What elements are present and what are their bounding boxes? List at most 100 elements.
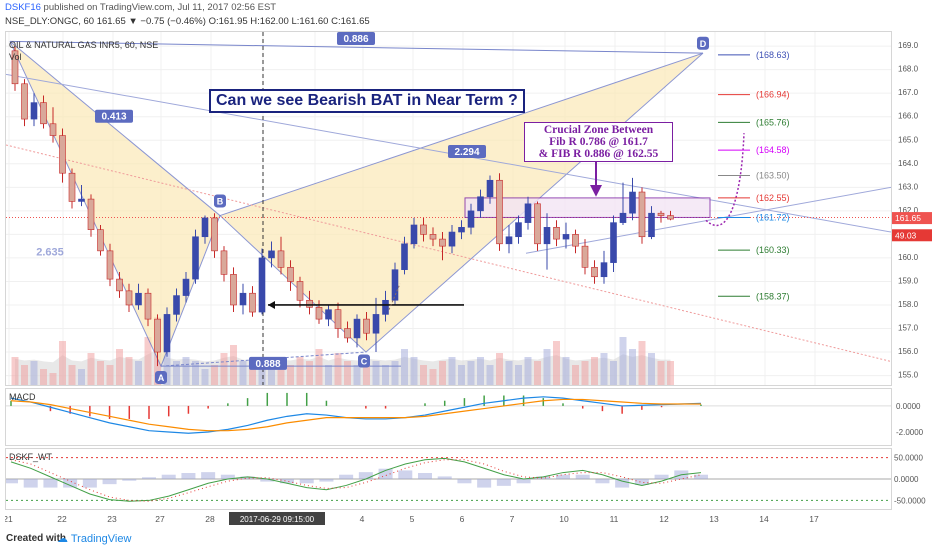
candle-body	[638, 191, 646, 238]
ratio-ab-bg	[95, 109, 133, 123]
macd-chart[interactable]	[6, 389, 891, 445]
zone-line-2: Fib R 0.786 @ 161.7	[549, 136, 648, 148]
candle-body	[410, 224, 418, 245]
candle-body	[144, 292, 152, 320]
macd-axis-svg: 0.0000 -2.0000	[896, 402, 924, 437]
volume-bar	[182, 357, 190, 385]
volume-bar	[220, 353, 228, 385]
price-axis[interactable]: 155.0156.0157.0158.0159.0160.0161.0162.0…	[892, 31, 932, 386]
candle-body	[135, 292, 142, 306]
point-d: D	[700, 39, 707, 49]
volume-bar	[505, 361, 513, 385]
tradingview-logo[interactable]: ☁ TradingView	[57, 533, 132, 545]
candle-body	[277, 250, 285, 268]
time-tick: 12	[659, 514, 669, 524]
candle-body	[496, 179, 503, 245]
wt-diff-bar	[122, 479, 137, 481]
candle-body	[49, 123, 57, 136]
point-c-bg	[358, 354, 370, 368]
price-tick: 168.0	[898, 65, 919, 74]
volume-bar	[363, 357, 370, 385]
macd-axis: 0.0000 -2.0000	[892, 388, 932, 446]
volume-bar	[78, 369, 85, 385]
volume-bar	[296, 357, 304, 385]
price-chart[interactable]: (168.63) (166.94) (165.76) (164.58) (163.50)…	[6, 32, 891, 385]
time-axis[interactable]: 212223272830Jul45671011121314172017-06-2…	[5, 510, 892, 528]
candle-body	[97, 229, 104, 252]
time-tick: 17	[809, 514, 819, 524]
volume-bar	[429, 369, 437, 385]
price-axis-svg[interactable]: 155.0156.0157.0158.0159.0160.0161.0162.0…	[892, 31, 932, 386]
publish-info: DSKF16 published on TradingView.com, Jul…	[5, 2, 276, 13]
price-tick: 169.0	[898, 41, 919, 50]
xd-line	[9, 40, 704, 54]
time-tick: 10	[559, 514, 569, 524]
ratio-bc-cd: 2.294	[454, 147, 479, 158]
fib-level-label: (165.76)	[756, 117, 790, 127]
price-tick: 155.0	[898, 371, 919, 380]
volume-bar	[372, 361, 380, 385]
price-tick: 157.0	[898, 324, 919, 333]
projection-path	[705, 133, 745, 227]
price-tick: 167.0	[898, 88, 919, 97]
fib-level-label: (161.72)	[756, 212, 790, 222]
candle-body	[258, 257, 266, 313]
macd-label: MACD	[9, 392, 36, 402]
candle-body	[524, 203, 532, 223]
wt-diff-bar	[595, 479, 610, 484]
volume-bar	[572, 365, 579, 385]
symbol-price: NSE_DLY:ONGC, 60 161.65	[5, 16, 126, 27]
point-b: B	[217, 196, 224, 206]
time-tick: 27	[155, 514, 165, 524]
volume-bar	[448, 357, 456, 385]
macd-pane[interactable]: MACD	[5, 388, 892, 446]
volume-bar	[21, 365, 28, 385]
volume-label: Vol	[9, 52, 22, 62]
wt-chart[interactable]	[6, 449, 891, 509]
wt-diff-bar	[477, 479, 492, 488]
price-tick: 158.0	[898, 300, 919, 309]
candle-body	[353, 318, 361, 339]
wt-diff-bar	[82, 479, 97, 488]
wt-pane[interactable]: DSKF_WT	[5, 448, 892, 510]
candle-body	[230, 274, 237, 306]
point-a-bg	[155, 370, 167, 384]
wt-diff-bar	[378, 468, 393, 479]
fib-level-label: (162.55)	[756, 193, 790, 203]
volume-bar	[458, 365, 465, 385]
wt-diff-bar	[6, 479, 18, 484]
candle-body	[543, 227, 551, 245]
candle-body	[619, 212, 627, 223]
candle-body	[68, 172, 76, 202]
candle-body	[249, 292, 256, 313]
candle-body	[334, 309, 342, 329]
fib-level-label: (158.37)	[756, 291, 790, 301]
volume-bar	[87, 353, 95, 385]
price-pane[interactable]: (168.63) (166.94) (165.76) (164.58) (163.50)…	[5, 31, 892, 386]
candle-body	[553, 227, 560, 240]
wt-diff-bar	[358, 472, 373, 479]
volume-bar	[201, 369, 209, 385]
fib-level-label: (160.33)	[756, 245, 790, 255]
volume-bar	[657, 361, 665, 385]
candle-body	[125, 290, 133, 306]
wt-diff-bar	[201, 472, 216, 479]
candle-body	[648, 212, 655, 238]
candle-body	[534, 203, 541, 245]
volume-bar	[648, 353, 655, 385]
candle-body	[163, 314, 171, 353]
price-tick: 162.0	[898, 206, 919, 215]
volume-bar	[249, 365, 256, 385]
volume-bar	[306, 361, 313, 385]
candle-body	[306, 299, 313, 308]
chart-header: DSKF16 published on TradingView.com, Jul…	[0, 0, 932, 30]
time-tick: 6	[460, 514, 465, 524]
candle-body	[486, 179, 494, 198]
author-link[interactable]: DSKF16	[5, 2, 41, 13]
candle-body	[610, 222, 617, 263]
main-title: OIL & NATURAL GAS INR5, 60, NSE	[9, 40, 159, 50]
candle-body	[220, 250, 228, 275]
fib-level-label: (164.58)	[756, 145, 790, 155]
candle-body	[667, 215, 674, 220]
fib-level-label: (166.94)	[756, 90, 790, 100]
